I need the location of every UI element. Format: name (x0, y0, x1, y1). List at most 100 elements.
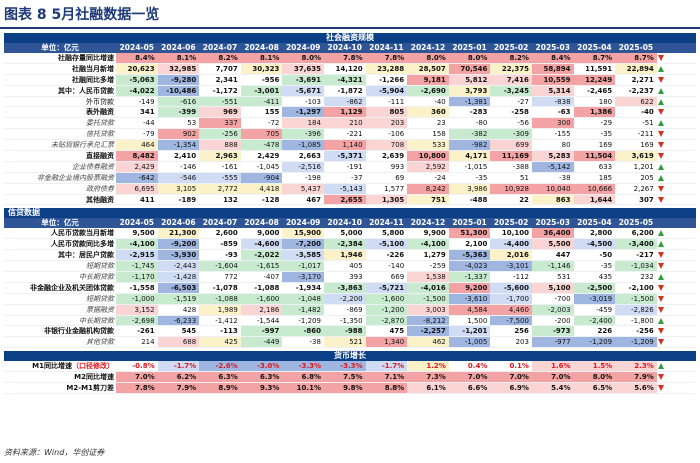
header-month: 2024-06 (161, 218, 196, 228)
trend-arrow-cell (657, 97, 665, 107)
value-cell: 3,003 (407, 304, 449, 315)
value-cell: -38 (309, 338, 321, 347)
row-label-text: M2同比增速 (74, 373, 114, 382)
value-cell: -56 (517, 119, 529, 128)
table-row: 其他融资 411 -189 132 -128 467 2,655 1,305 751 -488 22… (4, 194, 696, 206)
value-cell: -1.7% (365, 361, 408, 372)
value-cell: -382 (448, 129, 491, 140)
table-row: 未贴现银行承兑汇票 464 -1,354 888 -478 -1,085 1,140 708 5… (4, 140, 696, 152)
header-spacer (657, 43, 665, 53)
value-cell: -551 (199, 96, 241, 107)
value-cell: -555 (199, 172, 241, 183)
value-cell: 3,152 (116, 304, 158, 315)
value-cell: 185 (598, 173, 613, 182)
value-cell: -1,615 (240, 261, 283, 272)
value-cell: -616 (157, 96, 200, 107)
table-row: 社融存量同比增速 8.4% 8.1% 8.2% 8.1% 8.0% 7.8% 7.8% 8.0%… (4, 53, 696, 64)
value-cell: 8.0% (282, 53, 324, 63)
value-cell: -256 (199, 129, 241, 140)
arrow-down-icon (657, 76, 664, 83)
trend-arrow-cell (657, 272, 665, 282)
value-cell: 1,201 (633, 162, 654, 171)
row-label: M2同比增速 (4, 372, 116, 382)
value-cell: -396 (282, 129, 324, 140)
value-cell: 475 (389, 327, 405, 336)
row-label-text: 信托贷款 (86, 130, 114, 139)
value-cell: -309 (490, 129, 532, 140)
header-month: 2025-03 (535, 43, 570, 52)
value-cell: 232 (640, 273, 654, 282)
header-month: 2025-01 (452, 218, 487, 228)
value-cell: -2,237 (628, 86, 654, 95)
arrow-down-icon (657, 263, 664, 270)
value-cell: -2,400 (573, 315, 616, 326)
value-cell: 2,963 (199, 151, 241, 161)
value-cell: -1,000 (116, 293, 158, 304)
row-label: 社融同比多增 (4, 75, 116, 85)
value-cell: 969 (199, 107, 241, 118)
value-cell: -1,078 (212, 283, 238, 292)
value-cell: 7.0% (448, 372, 491, 383)
trend-arrow-cell (657, 107, 665, 117)
table-row: 表外融资 341 -399 969 155 -1,297 1,129 805 360 -283 -2… (4, 107, 696, 119)
trend-arrow-cell (657, 294, 665, 304)
header-month: 2025-05 (618, 218, 654, 228)
trend-arrow-cell (657, 162, 665, 172)
value-cell: 533 (407, 140, 449, 151)
value-cell: -1,088 (199, 293, 241, 304)
row-label-text: 短期贷款 (86, 262, 114, 271)
row-label: 政府债券 (4, 184, 116, 194)
value-cell: -1,170 (116, 272, 158, 282)
row-label: 非银行业金融机构贷款 (4, 326, 116, 336)
row-label: 短期贷款 (4, 294, 116, 304)
value-cell: 8.2% (199, 53, 241, 63)
value-cell: 5.4% (531, 383, 574, 393)
arrow-up-icon (657, 163, 664, 170)
value-cell: 3,793 (448, 85, 491, 96)
row-label: 社融存量同比增速 (4, 53, 116, 63)
value-cell: -1,266 (379, 75, 405, 84)
row-label-text: 社融存量同比增速 (58, 54, 114, 62)
value-cell: 2,100 (465, 240, 488, 249)
value-cell: -1,600 (365, 293, 408, 304)
table-row: 中长期贷款 -1,170 -1,428 772 -407 -3,170 393 669 1,53… (4, 272, 696, 283)
value-cell: -1,354 (157, 140, 200, 151)
value-cell: 2,600 (215, 229, 238, 238)
value-cell: -1,934 (295, 283, 321, 292)
value-cell: -2,022 (240, 250, 283, 261)
value-cell: 411 (139, 195, 155, 204)
value-cell: -1,200 (365, 304, 408, 315)
header-month: 2025-05 (618, 43, 654, 52)
value-cell: -2,465 (587, 86, 613, 95)
value-cell: 751 (407, 194, 449, 205)
value-cell: 3,105 (157, 183, 200, 194)
value-cell: -1,500 (615, 293, 657, 304)
value-cell: 6.3% (199, 372, 241, 383)
value-cell: 633 (598, 162, 613, 171)
row-label: 非金融企业境内股票融资 (4, 173, 116, 183)
value-cell: 51 (520, 173, 529, 182)
value-cell: 545 (181, 327, 197, 336)
arrow-down-icon (657, 374, 664, 381)
value-cell: 169 (640, 141, 654, 150)
value-cell: -1,381 (448, 96, 491, 107)
value-cell: 4,171 (448, 151, 491, 161)
row-label-text: 外币贷款 (86, 97, 114, 106)
value-cell: 1.2% (407, 361, 449, 372)
value-cell: 158 (432, 130, 446, 139)
value-cell: 6.3% (240, 372, 283, 383)
value-cell: -1,017 (282, 261, 324, 272)
value-cell: -3,691 (282, 74, 324, 85)
row-label-text: 委托贷款 (86, 119, 114, 128)
value-cell: -211 (637, 130, 654, 139)
value-cell: -956 (261, 75, 280, 84)
value-cell: -40 (434, 97, 446, 106)
section-social-financing-rows: 社融存量同比增速 8.4% 8.1% 8.2% 8.1% 8.0% 7.8% 7.8% 8.0%… (4, 53, 696, 206)
value-cell: 9,900 (423, 229, 446, 238)
header-row: 单位：亿元 2024-05 2024-06 2024-07 2024-08 2024-09… (4, 218, 696, 229)
value-cell: -1,745 (116, 261, 158, 272)
value-cell: 9,181 (407, 74, 449, 85)
value-cell: 2,592 (407, 161, 449, 172)
value-cell: 7.3% (407, 372, 449, 383)
row-label: 直接融资 (4, 151, 116, 161)
